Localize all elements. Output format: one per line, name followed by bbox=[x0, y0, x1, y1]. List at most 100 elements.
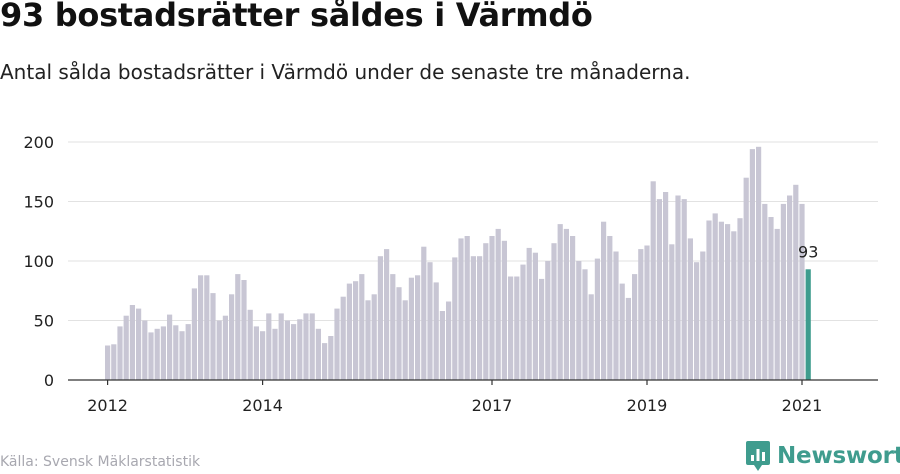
bar bbox=[718, 221, 724, 380]
bar bbox=[470, 256, 476, 380]
bar bbox=[458, 238, 464, 380]
bar bbox=[390, 274, 396, 380]
bar bbox=[315, 328, 321, 380]
bar bbox=[576, 261, 582, 380]
bar bbox=[520, 264, 526, 380]
bar bbox=[384, 249, 390, 380]
bar bbox=[415, 275, 421, 380]
bar bbox=[253, 326, 259, 380]
bar bbox=[328, 336, 334, 380]
bar bbox=[117, 326, 123, 380]
bar bbox=[322, 343, 328, 380]
bar bbox=[625, 297, 631, 380]
bar bbox=[694, 262, 700, 380]
bar bbox=[669, 244, 675, 380]
page-subtitle: Antal sålda bostadsrätter i Värmdö under… bbox=[0, 60, 691, 84]
bar bbox=[526, 247, 532, 380]
bar bbox=[346, 283, 352, 380]
bar bbox=[613, 251, 619, 380]
x-axis-ticks: 2012 2014 2017 2019 2021 bbox=[87, 380, 822, 415]
bar bbox=[408, 277, 414, 380]
bar bbox=[563, 228, 569, 380]
bar bbox=[167, 314, 173, 380]
y-tick-label: 0 bbox=[44, 371, 54, 390]
bar bbox=[532, 252, 538, 380]
bar bbox=[136, 308, 142, 380]
bar bbox=[632, 274, 638, 380]
bar bbox=[452, 257, 458, 380]
y-tick-label: 200 bbox=[23, 133, 54, 152]
bar bbox=[706, 220, 712, 380]
bar bbox=[638, 249, 644, 380]
bar bbox=[129, 305, 135, 380]
bar bbox=[501, 240, 507, 380]
bar bbox=[266, 313, 272, 380]
page-title: 93 bostadsrätter såldes i Värmdö bbox=[0, 0, 593, 34]
bar bbox=[656, 199, 662, 380]
bar bbox=[204, 275, 210, 380]
bar bbox=[185, 324, 191, 380]
bar bbox=[650, 181, 656, 380]
bar bbox=[601, 221, 607, 380]
y-tick-label: 50 bbox=[34, 312, 54, 331]
bar bbox=[768, 217, 774, 380]
bar bbox=[284, 320, 290, 380]
bar bbox=[353, 281, 359, 380]
bar bbox=[644, 245, 650, 380]
x-tick-label: 2014 bbox=[242, 396, 283, 415]
bar bbox=[191, 288, 197, 380]
bar bbox=[545, 261, 551, 380]
bar bbox=[340, 296, 346, 380]
brand-name: Newsworthy bbox=[777, 443, 900, 469]
bar bbox=[489, 236, 495, 380]
bar bbox=[477, 256, 483, 380]
bar bbox=[371, 294, 377, 380]
x-tick-label: 2017 bbox=[472, 396, 513, 415]
bar bbox=[260, 331, 266, 380]
bar bbox=[247, 309, 253, 380]
annotations: 93 bbox=[798, 242, 818, 261]
bar bbox=[557, 224, 563, 380]
bar bbox=[377, 256, 383, 380]
bar bbox=[309, 313, 315, 380]
bars bbox=[105, 146, 811, 381]
bar bbox=[799, 203, 805, 380]
bar bbox=[539, 278, 545, 380]
bar bbox=[142, 320, 148, 380]
bar bbox=[774, 228, 780, 380]
highlight-data-label: 93 bbox=[798, 242, 818, 261]
bar bbox=[712, 213, 718, 380]
bar bbox=[272, 328, 278, 380]
source-note: Källa: Svensk Mäklarstatistik bbox=[0, 454, 201, 470]
bar bbox=[780, 203, 786, 380]
y-tick-label: 100 bbox=[23, 252, 54, 271]
bar bbox=[334, 308, 340, 380]
bar bbox=[588, 294, 594, 380]
bar bbox=[396, 287, 402, 380]
bar bbox=[241, 280, 247, 380]
bar bbox=[749, 149, 755, 380]
bar bbox=[514, 276, 520, 380]
bar bbox=[483, 243, 489, 380]
x-tick-label: 2012 bbox=[87, 396, 128, 415]
bar bbox=[303, 313, 309, 380]
bar bbox=[793, 184, 799, 380]
bar bbox=[198, 275, 204, 380]
bar bbox=[427, 262, 433, 380]
bar bbox=[365, 300, 371, 380]
bar bbox=[681, 199, 687, 380]
bar bbox=[222, 315, 228, 380]
x-tick-label: 2019 bbox=[627, 396, 668, 415]
bar bbox=[235, 274, 241, 380]
bar bbox=[582, 269, 588, 380]
bar bbox=[570, 236, 576, 380]
bar bbox=[123, 315, 129, 380]
bar bbox=[111, 344, 117, 380]
bar bbox=[594, 258, 600, 380]
bar bbox=[464, 236, 470, 380]
bar bbox=[421, 246, 427, 380]
bar bbox=[160, 326, 166, 380]
bar bbox=[154, 328, 160, 380]
bar bbox=[607, 236, 613, 380]
bar-highlight bbox=[805, 269, 811, 380]
